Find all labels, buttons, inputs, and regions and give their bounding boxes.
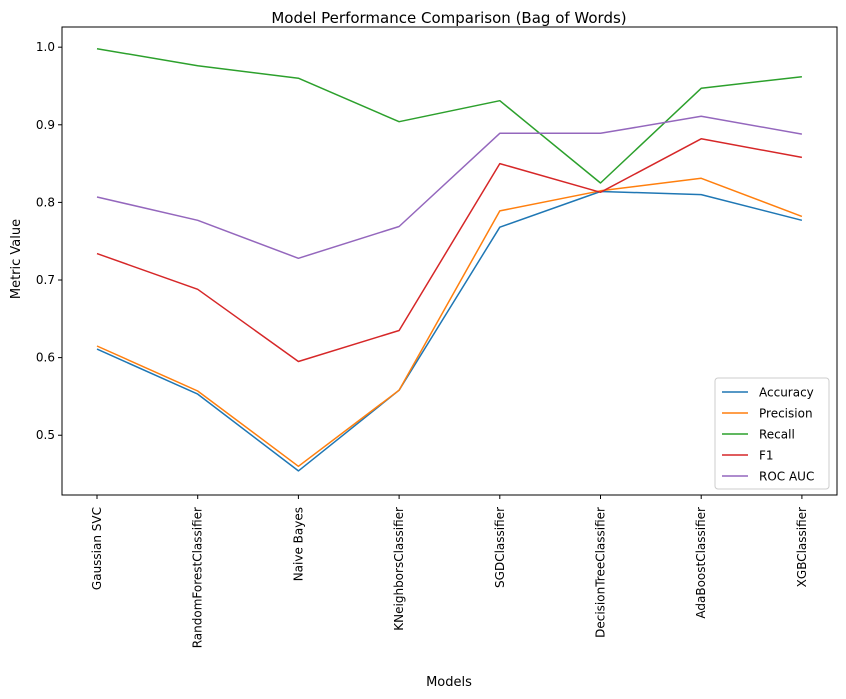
y-tick-label: 0.7 — [36, 273, 55, 287]
y-tick-label: 0.6 — [36, 351, 55, 365]
legend-label: F1 — [759, 449, 774, 463]
series-lines — [96, 47, 803, 472]
legend-items: Accuracy Precision Recall F1 ROC AUC — [722, 386, 814, 484]
y-tick-label: 0.8 — [36, 195, 55, 209]
legend-label: Recall — [759, 428, 795, 442]
legend-label: Precision — [759, 407, 813, 421]
x-axis-ticks: Gaussian SVC RandomForestClassifier Naive … — [90, 495, 809, 648]
series-line-precision — [96, 177, 803, 468]
series-line-roc-auc — [96, 115, 803, 260]
x-tick-label: DecisionTreeClassifier — [594, 507, 608, 638]
y-tick-label: 0.9 — [36, 118, 55, 132]
series-line-recall — [96, 47, 802, 184]
y-axis-label: Metric Value — [9, 219, 24, 299]
y-axis-ticks: 0.5 0.6 0.7 0.8 0.9 1.0 — [36, 40, 62, 442]
x-tick-label: XGBClassifier — [795, 507, 809, 587]
legend: Accuracy Precision Recall F1 ROC AUC — [714, 377, 830, 490]
plot-frame — [61, 26, 838, 496]
x-tick-label: RandomForestClassifier — [191, 507, 205, 648]
series-line-f1 — [96, 138, 803, 363]
x-tick-label: SGDClassifier — [493, 507, 507, 588]
y-tick-label: 0.5 — [36, 428, 55, 442]
legend-label: Accuracy — [759, 386, 814, 400]
y-tick-label: 1.0 — [36, 40, 55, 54]
legend-box — [714, 377, 830, 490]
series-line-accuracy — [96, 190, 803, 472]
x-tick-label: AdaBoostClassifier — [694, 507, 708, 619]
x-axis-label: Models — [426, 675, 472, 690]
chart-title: Model Performance Comparison (Bag of Wor… — [271, 9, 626, 27]
x-tick-label: KNeighborsClassifier — [392, 507, 406, 631]
x-tick-label: Naive Bayes — [291, 507, 305, 581]
legend-label: ROC AUC — [759, 470, 814, 484]
x-tick-label: Gaussian SVC — [90, 507, 104, 590]
